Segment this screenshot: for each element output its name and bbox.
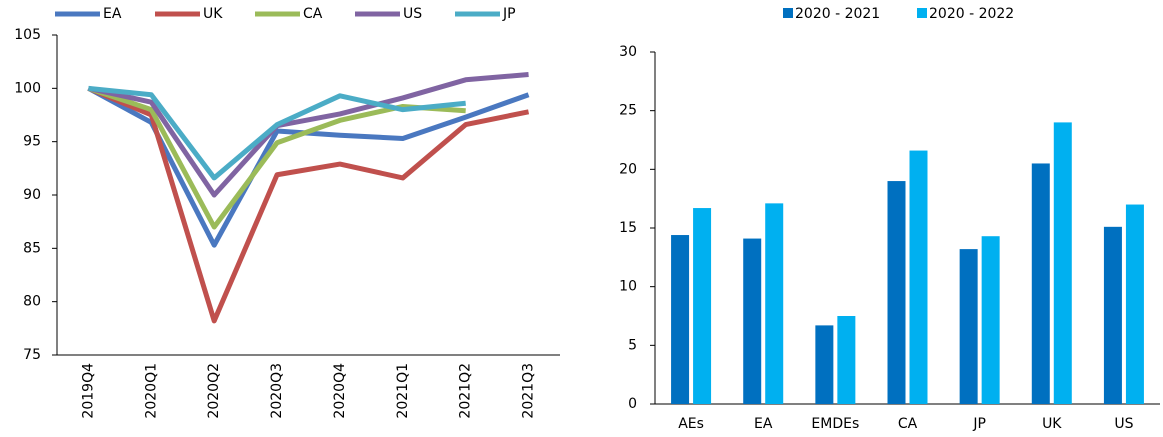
x-tick-label: 2021Q2 xyxy=(458,363,474,419)
legend-label: JP xyxy=(502,6,516,22)
y-tick-label: 0 xyxy=(628,396,637,412)
bar xyxy=(1125,204,1144,404)
y-tick-label: 30 xyxy=(619,44,637,60)
x-tick-label: CA xyxy=(898,416,918,432)
legend-label: 2020 - 2022 xyxy=(929,6,1014,22)
x-tick-label: 2020Q4 xyxy=(332,363,348,419)
bar xyxy=(959,249,978,404)
y-tick-label: 85 xyxy=(23,240,41,256)
y-tick-label: 15 xyxy=(619,220,637,236)
y-tick-label: 105 xyxy=(14,27,41,43)
x-tick-label: 2019Q4 xyxy=(80,363,96,419)
y-tick-label: 95 xyxy=(23,134,41,150)
legend-label: 2020 - 2021 xyxy=(795,6,880,22)
legend-swatch xyxy=(783,8,793,18)
x-tick-label: 2020Q1 xyxy=(143,363,159,419)
y-tick-label: 25 xyxy=(619,103,637,119)
x-tick-label: UK xyxy=(1042,416,1062,432)
bar xyxy=(981,236,1000,404)
legend-swatch xyxy=(917,8,927,18)
bar xyxy=(837,316,856,404)
y-tick-label: 75 xyxy=(23,347,41,363)
line xyxy=(87,71,529,198)
x-tick-label: 2021Q1 xyxy=(395,363,411,419)
x-tick-label: AEs xyxy=(678,416,704,432)
line xyxy=(87,86,530,324)
x-tick-label: 2021Q3 xyxy=(521,363,537,419)
line xyxy=(87,85,466,230)
bar xyxy=(671,235,690,404)
x-tick-label: EMDEs xyxy=(811,416,859,432)
bar xyxy=(1031,163,1050,404)
bar xyxy=(693,208,712,404)
y-tick-label: 100 xyxy=(14,80,41,96)
bar xyxy=(743,238,762,404)
legend-label: US xyxy=(403,6,422,22)
x-tick-label: 2020Q2 xyxy=(206,363,222,419)
x-tick-label: 2020Q3 xyxy=(269,363,285,419)
x-tick-label: US xyxy=(1114,416,1133,432)
legend-label: UK xyxy=(203,6,223,22)
bar xyxy=(909,150,928,404)
bar xyxy=(815,325,834,404)
y-tick-label: 80 xyxy=(23,294,41,310)
y-tick-label: 20 xyxy=(619,161,637,177)
x-tick-label: EA xyxy=(754,416,773,432)
x-tick-label: JP xyxy=(972,416,986,432)
bar xyxy=(1103,226,1122,404)
y-tick-label: 5 xyxy=(628,337,637,353)
bar xyxy=(887,181,906,404)
bar xyxy=(765,203,784,404)
legend-label: EA xyxy=(103,6,122,22)
line xyxy=(88,85,466,181)
legend-label: CA xyxy=(303,6,323,22)
y-tick-label: 90 xyxy=(23,187,41,203)
bar xyxy=(1053,122,1072,405)
y-tick-label: 10 xyxy=(619,279,637,295)
